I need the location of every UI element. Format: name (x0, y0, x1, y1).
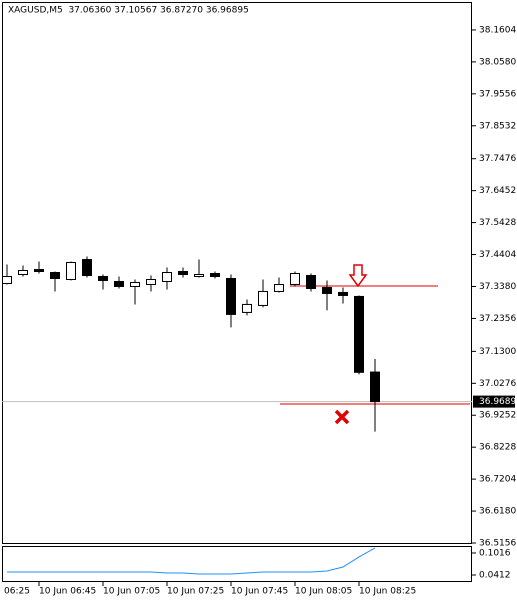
current-price-box (473, 395, 515, 408)
candle-body (34, 269, 44, 273)
y-tick-label: 37.5428 (479, 218, 516, 228)
y-tick-label: 37.4404 (479, 250, 516, 260)
candle-body (258, 290, 268, 306)
indicator-line (7, 547, 376, 575)
candle-body (82, 259, 92, 276)
candle-body (370, 371, 380, 403)
chart-title: XAGUSD,M5 37.06360 37.10567 36.87270 36.… (8, 6, 249, 16)
close-marker (334, 409, 350, 425)
y-tick-label: 36.9252 (479, 411, 516, 421)
candle-body (322, 286, 332, 294)
y-tick-label: 36.6180 (479, 507, 516, 517)
y-tick-label: 37.2356 (479, 314, 516, 324)
y-tick-label: 37.7476 (479, 154, 516, 164)
x-tick-label: 10 Jun 08:05 (295, 587, 352, 597)
candle-body (178, 271, 188, 275)
candle-body (274, 283, 284, 292)
candle-body (162, 272, 172, 282)
candle-body (290, 272, 300, 285)
candle-body (66, 262, 76, 280)
y-tick-label: 36.8228 (479, 443, 516, 453)
sell-arrow (348, 264, 368, 288)
x-tick-label: 10 Jun 07:05 (103, 587, 160, 597)
candle-body (50, 272, 60, 279)
candle-body (130, 281, 140, 287)
y-tick-label: 37.1300 (479, 347, 516, 357)
x-tick-label: 10 Jun 07:25 (167, 587, 224, 597)
y-tick-label: 37.6452 (479, 186, 516, 196)
candle-body (18, 270, 28, 275)
candle-body (2, 275, 12, 284)
y-tick-label: 37.0276 (479, 379, 516, 389)
candle-body (226, 277, 236, 315)
y-tick-label: 36.7204 (479, 475, 516, 485)
candle-body (194, 273, 204, 277)
candle-body (114, 280, 124, 287)
x-tick-label: 06:25 (4, 587, 30, 597)
x-tick-label: 10 Jun 06:45 (39, 587, 96, 597)
y-tick-label: 36.5156 (479, 539, 516, 549)
candle-body (338, 291, 348, 296)
y-tick-label: 0.0412 (479, 570, 511, 580)
candle-body (242, 303, 252, 313)
candle-body (306, 274, 316, 289)
y-tick-label: 37.8532 (479, 121, 516, 131)
candle-body (146, 278, 156, 285)
candle-body (210, 272, 220, 277)
candle-body (354, 295, 364, 373)
y-tick-label: 37.3380 (479, 282, 516, 292)
x-tick-label: 10 Jun 08:25 (359, 587, 416, 597)
y-tick-label: 38.1604 (479, 25, 516, 35)
indicator-pane (2, 546, 472, 582)
x-tick-label: 10 Jun 07:45 (231, 587, 288, 597)
y-tick-label: 38.0580 (479, 57, 516, 67)
main-pane (2, 2, 472, 544)
y-tick-label: 37.9556 (479, 89, 516, 99)
current-price-label: 36.9689 (479, 397, 516, 407)
candle-body (98, 275, 108, 281)
y-tick-label: 0.1016 (479, 548, 511, 558)
